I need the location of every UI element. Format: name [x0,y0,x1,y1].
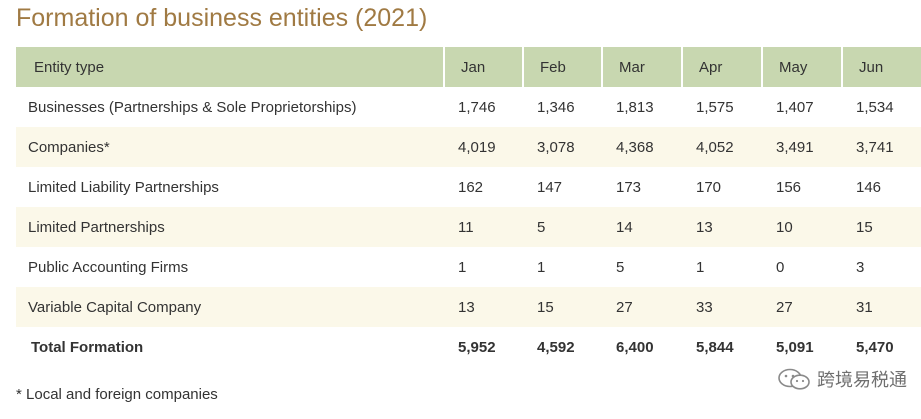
column-header-feb: Feb [523,47,603,87]
table-cell: 13 [458,298,475,316]
table-row: Companies* 4,019 3,078 4,368 4,052 3,491… [16,127,921,167]
table-cell: 3,491 [776,138,814,156]
table-row: Variable Capital Company 13 15 27 33 27 … [16,287,921,327]
table-cell: 4,052 [696,138,734,156]
table-cell: 11 [458,218,474,236]
table-cell: 162 [458,178,484,196]
entity-formation-table: Entity type Jan Feb Mar Apr May Jun Busi… [16,47,921,367]
total-cell: 5,470 [856,338,894,356]
table-cell: 1,534 [856,98,894,116]
table-cell: 1,346 [537,98,575,116]
table-cell: 13 [696,218,713,236]
column-header-entity-type: Entity type [16,47,445,87]
total-cell: 5,844 [696,338,734,356]
table-cell: 4,368 [616,138,654,156]
total-cell: 4,592 [537,338,575,356]
table-cell: 1,813 [616,98,654,116]
table-row: Public Accounting Firms 1 1 5 1 0 3 [16,247,921,287]
watermark-text: 跨境易税通 [817,370,907,390]
table-cell: 27 [616,298,633,316]
row-label: Businesses (Partnerships & Sole Propriet… [28,98,357,116]
table-cell: 1 [458,258,467,276]
table-cell: 33 [696,298,713,316]
row-label: Public Accounting Firms [28,258,189,276]
table-cell: 4,019 [458,138,496,156]
table-cell: 15 [537,298,554,316]
table-cell: 15 [856,218,873,236]
table-header: Entity type Jan Feb Mar Apr May Jun [16,47,921,87]
table-cell: 173 [616,178,642,196]
table-cell: 1,407 [776,98,814,116]
header-row: Entity type Jan Feb Mar Apr May Jun [16,47,921,87]
table-cell: 0 [776,258,785,276]
table-cell: 1,746 [458,98,496,116]
table-row: Businesses (Partnerships & Sole Propriet… [16,87,921,127]
page-title: Formation of business entities (2021) [16,4,428,32]
table-cell: 170 [696,178,722,196]
wechat-icon [777,368,811,390]
column-header-may: May [762,47,843,87]
table-cell: 5 [616,258,625,276]
column-header-jan: Jan [444,47,524,87]
table-body: Businesses (Partnerships & Sole Propriet… [16,87,921,367]
total-row-label: Total Formation [31,338,144,356]
column-header-mar: Mar [602,47,683,87]
table-cell: 3,078 [537,138,575,156]
table-cell: 10 [776,218,793,236]
footnote: * Local and foreign companies [16,386,218,403]
table-cell: 3,741 [856,138,894,156]
table-cell: 146 [856,178,882,196]
table-cell: 31 [856,298,873,316]
table-cell: 1,575 [696,98,734,116]
total-cell: 5,091 [776,338,814,356]
table-cell: 3 [856,258,865,276]
row-label: Limited Liability Partnerships [28,178,219,196]
watermark: 跨境易税通 [777,366,907,392]
table-cell: 14 [616,218,633,236]
table-cell: 1 [696,258,705,276]
table-cell: 1 [537,258,546,276]
table-cell: 156 [776,178,802,196]
total-row: Total Formation 5,952 4,592 6,400 5,844 … [16,327,921,367]
entity-formation-table-container: Entity type Jan Feb Mar Apr May Jun Busi… [16,47,921,367]
row-label: Variable Capital Company [28,298,202,316]
total-cell: 5,952 [458,338,496,356]
table-cell: 5 [537,218,546,236]
table-row: Limited Liability Partnerships 162 147 1… [16,167,921,207]
column-header-apr: Apr [682,47,763,87]
row-label: Limited Partnerships [28,218,165,236]
table-cell: 27 [776,298,793,316]
table-cell: 147 [537,178,563,196]
column-header-jun: Jun [859,58,884,76]
total-cell: 6,400 [616,338,654,356]
row-label: Companies* [28,138,110,156]
table-row: Limited Partnerships 11 5 14 13 10 15 [16,207,921,247]
